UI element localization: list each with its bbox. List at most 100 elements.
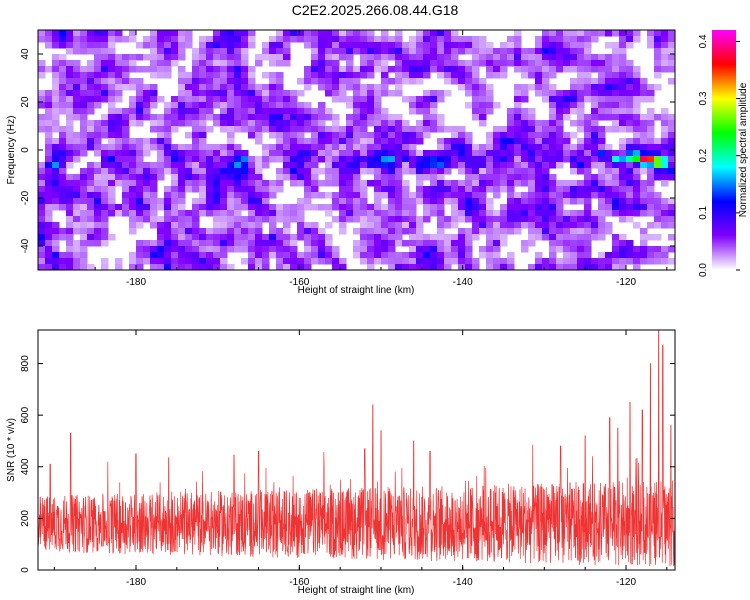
heatmap-x-tick-label: -160 [289, 277, 309, 288]
heatmap-cell [150, 30, 158, 37]
heatmap-cell [374, 90, 382, 97]
heatmap-cell [171, 108, 179, 115]
heatmap-cell [521, 108, 529, 115]
heatmap-cell [325, 150, 333, 157]
heatmap-cell [416, 108, 424, 115]
heatmap-cell [332, 72, 340, 79]
heatmap-cell [143, 102, 151, 109]
heatmap-cell [619, 210, 627, 217]
heatmap-cell [332, 150, 340, 157]
heatmap-cell [241, 228, 249, 235]
heatmap-cell [374, 210, 382, 217]
heatmap-cell [500, 126, 508, 133]
heatmap-cell [311, 222, 319, 229]
heatmap-cell [535, 252, 543, 259]
heatmap-cell [283, 246, 291, 253]
heatmap-cell [479, 48, 487, 55]
heatmap-cell [395, 192, 403, 199]
heatmap-cell [605, 84, 613, 91]
heatmap-cell [367, 84, 375, 91]
heatmap-cell [437, 66, 445, 73]
heatmap-cell [465, 84, 473, 91]
heatmap-cell [318, 156, 326, 163]
heatmap-cell [381, 234, 389, 241]
heatmap-cell [584, 114, 592, 121]
heatmap-cell [66, 258, 74, 265]
heatmap-cell [367, 54, 375, 61]
heatmap-cell [353, 120, 361, 127]
heatmap-cell [465, 258, 473, 265]
heatmap-cell [605, 174, 613, 181]
heatmap-cell [262, 48, 270, 55]
heatmap-cell [143, 168, 151, 175]
heatmap-cell [157, 72, 165, 79]
heatmap-cell [150, 84, 158, 91]
heatmap-cell [549, 132, 557, 139]
heatmap-cell [514, 156, 522, 163]
heatmap-cell [346, 210, 354, 217]
heatmap-cell [661, 48, 669, 55]
heatmap-cell [290, 108, 298, 115]
heatmap-cell [360, 252, 368, 259]
heatmap-cell [185, 108, 193, 115]
heatmap-cell [220, 258, 228, 265]
heatmap-cell [234, 246, 242, 253]
heatmap-cell [661, 204, 669, 211]
heatmap-cell [80, 48, 88, 55]
heatmap-cell [66, 222, 74, 229]
heatmap-cell [451, 204, 459, 211]
heatmap-cell [185, 150, 193, 157]
heatmap-cell [640, 150, 648, 157]
heatmap-cell [332, 96, 340, 103]
heatmap-cell [605, 252, 613, 259]
heatmap-cell [108, 36, 116, 43]
heatmap-cell [318, 234, 326, 241]
heatmap-cell [584, 60, 592, 67]
heatmap-cell [598, 156, 606, 163]
heatmap-cell [318, 180, 326, 187]
heatmap-cell [220, 192, 228, 199]
heatmap-cell [52, 246, 60, 253]
heatmap-cell [374, 102, 382, 109]
heatmap-cell [388, 246, 396, 253]
heatmap-cell [227, 42, 235, 49]
heatmap-cell [38, 228, 46, 235]
heatmap-cell [318, 120, 326, 127]
heatmap-cell [381, 126, 389, 133]
heatmap-cell [311, 156, 319, 163]
heatmap-cell [521, 210, 529, 217]
heatmap-cell [255, 258, 263, 265]
heatmap-cell [654, 150, 662, 157]
heatmap-cell [451, 210, 459, 217]
heatmap-cell [108, 210, 116, 217]
heatmap-cell [206, 42, 214, 49]
heatmap-cell [423, 60, 431, 67]
heatmap-cell [346, 60, 354, 67]
heatmap-cell [143, 108, 151, 115]
heatmap-cell [444, 198, 452, 205]
heatmap-cell [556, 240, 564, 247]
heatmap-cell [619, 126, 627, 133]
heatmap-cell [577, 180, 585, 187]
heatmap-cell [542, 48, 550, 55]
heatmap-cell [206, 210, 214, 217]
heatmap-cell [535, 192, 543, 199]
heatmap-cell [598, 168, 606, 175]
heatmap-cell [290, 120, 298, 127]
heatmap-cell [220, 198, 228, 205]
heatmap-cell [549, 264, 557, 270]
heatmap-cell [199, 60, 207, 67]
heatmap-cell [381, 168, 389, 175]
heatmap-cell [584, 84, 592, 91]
colorbar-tick-label: 0.0 [698, 263, 709, 277]
heatmap-cell [381, 156, 389, 163]
heatmap-cell [388, 174, 396, 181]
heatmap-cell [542, 96, 550, 103]
heatmap-cell [430, 54, 438, 61]
heatmap-cell [178, 42, 186, 49]
heatmap-cell [388, 120, 396, 127]
heatmap-cell [528, 216, 536, 223]
heatmap-cell [346, 72, 354, 79]
heatmap-cell [416, 174, 424, 181]
heatmap-cell [192, 60, 200, 67]
